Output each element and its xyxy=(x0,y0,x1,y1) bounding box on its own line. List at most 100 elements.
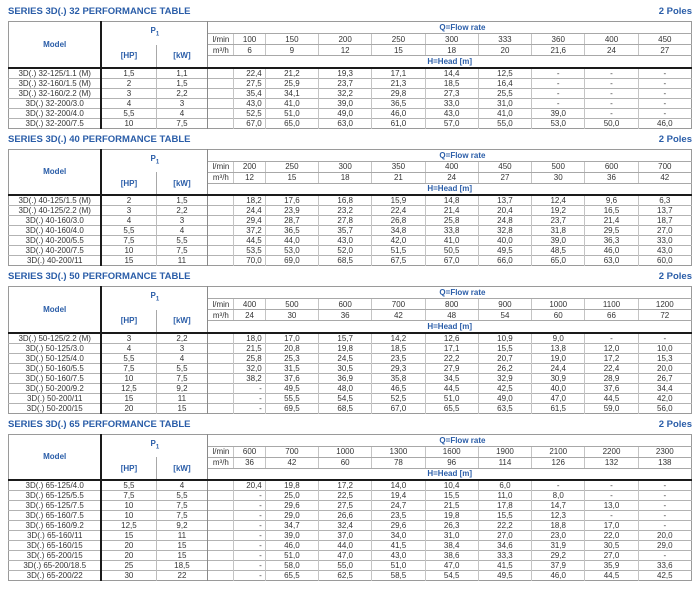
head-value: 35,8 xyxy=(371,372,426,383)
model-name: 3D(.) 50-160/5.5 xyxy=(8,362,103,373)
datasheet-page: SERIES 3D(.) 32 PERFORMANCE TABLE 2 Pole… xyxy=(8,6,692,581)
head-value: 21,5 xyxy=(424,500,479,511)
head-value: 21,4 xyxy=(424,205,479,216)
pump-model-row: 3D(.) 50-160/5.5 7,5 5,5 32,0 31,5 30,5 29,3 27… xyxy=(8,362,692,373)
power-kw-value: 11 xyxy=(155,392,209,403)
model-column-header: Model xyxy=(8,434,103,480)
head-value: 31,0 xyxy=(477,97,532,108)
head-value: 18,8 xyxy=(531,520,585,531)
head-value: 23,7 xyxy=(531,215,585,226)
head-value: 41,0 xyxy=(477,107,532,118)
model-name: 3D(.) 65-160/7.5 xyxy=(8,510,103,521)
flow-lmin-value: 300 xyxy=(424,33,479,45)
head-value: 37,0 xyxy=(318,530,372,541)
flow-m3h-value: 96 xyxy=(424,457,479,469)
unit-spacer-cell xyxy=(207,362,235,373)
head-value: 11,0 xyxy=(477,490,532,501)
model-column-header: Model xyxy=(8,286,103,333)
head-value: 23,0 xyxy=(531,530,585,541)
head-value: 44,5 xyxy=(584,570,639,581)
head-value: 37,6 xyxy=(584,382,639,393)
model-name: 3D(.) 65-200/22 xyxy=(8,570,103,581)
poles-label: 2 Poles xyxy=(658,271,692,282)
head-value: 68,5 xyxy=(318,255,372,266)
head-value: 29,8 xyxy=(371,87,426,98)
head-value: 36,9 xyxy=(318,372,372,383)
p1-column-header: P1 xyxy=(101,149,209,172)
head-value: 22,5 xyxy=(318,490,372,501)
head-value: 51,0 xyxy=(424,392,479,403)
power-hp-value: 15 xyxy=(101,530,156,541)
head-value: 50,0 xyxy=(584,117,639,128)
head-value: 25,8 xyxy=(233,352,266,363)
head-value: 14,0 xyxy=(371,479,426,491)
head-value: 42,5 xyxy=(637,570,692,581)
power-hp-value: 5,5 xyxy=(101,225,156,236)
head-value: 25,3 xyxy=(264,352,319,363)
model-name: 3D(.) 32-200/4.0 xyxy=(8,107,103,118)
head-value: 24,4 xyxy=(531,362,585,373)
head-value: 29,6 xyxy=(264,500,319,511)
model-name: 3D(.) 32-160/2.2 (M) xyxy=(8,87,103,98)
flow-m3h-value: 66 xyxy=(584,309,639,321)
head-value: 26,2 xyxy=(477,362,532,373)
head-value: - xyxy=(584,331,639,343)
head-value: 17,6 xyxy=(264,194,319,206)
pump-model-row: 3D(.) 65-200/22 30 22 -65,5 62,5 58,5 54,5 49,5… xyxy=(8,570,692,581)
model-name: 3D(.) 50-200/11 xyxy=(8,392,103,403)
head-value: 42,0 xyxy=(637,392,692,403)
unit-spacer-cell xyxy=(207,235,235,246)
head-value: 33,0 xyxy=(424,97,479,108)
head-value: - xyxy=(637,77,692,88)
flow-m3h-value: 54 xyxy=(477,309,532,321)
p1-column-header: P1 xyxy=(101,434,209,457)
flow-lmin-value: 100 xyxy=(233,33,266,45)
flow-lmin-value: 400 xyxy=(424,161,479,173)
head-value: 34,4 xyxy=(637,382,692,393)
head-value: 26,7 xyxy=(637,372,692,383)
power-kw-value: 5,5 xyxy=(155,235,209,246)
head-value: 65,0 xyxy=(264,117,319,128)
flow-m3h-value: 24 xyxy=(233,309,266,321)
head-row-header: H=Head [m] xyxy=(427,184,473,194)
power-kw-value: 7,5 xyxy=(155,500,209,511)
head-value: 36,5 xyxy=(371,97,426,108)
flow-m3h-value: 15 xyxy=(264,172,319,184)
pump-model-row: 3D(.) 32-160/2.2 (M) 3 2,2 35,4 34,1 32,2 29,8… xyxy=(8,87,692,98)
lmin-unit-label: l/min xyxy=(207,161,235,173)
head-value: 16,8 xyxy=(318,194,372,206)
head-value: 25,9 xyxy=(264,77,319,88)
head-value: 63,0 xyxy=(318,117,372,128)
head-value: 21,2 xyxy=(264,66,319,78)
head-value: 15,9 xyxy=(371,194,426,206)
section-title-row: SERIES 3D(.) 50 PERFORMANCE TABLE 2 Pole… xyxy=(8,271,692,283)
pump-model-row: 3D(.) 40-160/3.0 4 3 29,4 28,7 27,8 26,8 25,8 24… xyxy=(8,215,692,226)
head-value: 27,3 xyxy=(424,87,479,98)
model-name: 3D(.) 40-125/1.5 (M) xyxy=(8,194,103,206)
flow-lmin-value: 2300 xyxy=(637,446,692,458)
power-kw-value: 9,2 xyxy=(155,382,209,393)
power-kw-value: 4 xyxy=(155,479,209,491)
head-value: 22,4 xyxy=(233,66,266,78)
head-value: 21,3 xyxy=(371,77,426,88)
head-value: 17,1 xyxy=(424,342,479,353)
head-value: 17,2 xyxy=(584,352,639,363)
model-name: 3D(.) 65-200/15 xyxy=(8,550,103,561)
head-value: 35,4 xyxy=(233,87,266,98)
head-value: 6,0 xyxy=(477,479,532,491)
flow-m3h-value: 18 xyxy=(424,44,479,56)
hp-column-header: [HP] xyxy=(101,309,157,333)
head-value: 34,7 xyxy=(264,520,319,531)
flow-lmin-value: 700 xyxy=(637,161,692,173)
head-value: 54,5 xyxy=(318,392,372,403)
head-value: 33,0 xyxy=(637,235,692,246)
head-value: 49,0 xyxy=(318,107,372,118)
performance-table-section: SERIES 3D(.) 32 PERFORMANCE TABLE 2 Pole… xyxy=(8,6,692,129)
kw-column-header: [kW] xyxy=(155,44,209,68)
head-value: - xyxy=(637,500,692,511)
head-value: 56,0 xyxy=(637,402,692,413)
head-value: 40,0 xyxy=(477,235,532,246)
flow-m3h-value: 72 xyxy=(637,309,692,321)
flow-lmin-value: 500 xyxy=(264,298,319,310)
head-value: 36,3 xyxy=(584,235,639,246)
